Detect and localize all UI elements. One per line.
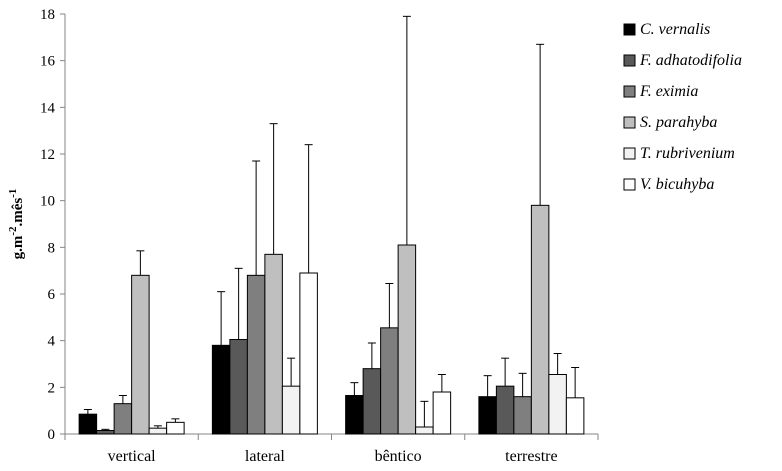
bar: [264, 253, 283, 435]
legend-label: F. eximia: [639, 83, 698, 100]
x-tick-label: terrestre: [505, 448, 557, 465]
bar: [415, 426, 434, 435]
legend-swatch: [623, 147, 636, 160]
y-tick-label: 0: [48, 427, 56, 443]
y-tick-label: 2: [48, 380, 56, 396]
bar: [166, 421, 185, 435]
bar: [548, 374, 567, 435]
bar: [131, 274, 150, 435]
bar: [148, 427, 168, 435]
error-bars: [83, 15, 580, 431]
legend-label: T. rubrivenium: [640, 145, 735, 162]
legend-label: F. adhatodifolia: [639, 52, 742, 69]
bar: [513, 396, 532, 435]
bar: [345, 395, 364, 435]
bar: [211, 344, 231, 435]
bar: [362, 368, 382, 435]
legend-label: S. parahyba: [640, 114, 717, 131]
legend-swatch: [623, 54, 636, 67]
y-tick-label: 10: [40, 194, 55, 210]
y-axis-label: g.m-2.mês-1: [7, 189, 26, 260]
y-tick-label: 16: [40, 54, 56, 70]
bar: [246, 274, 266, 435]
bar: [299, 272, 318, 435]
y-tick-label: 6: [48, 287, 56, 303]
y-tick-label: 8: [48, 240, 56, 256]
legend-swatch: [623, 85, 636, 98]
bar: [478, 396, 497, 435]
bar: [229, 339, 248, 435]
bar: [397, 244, 417, 435]
bar: [281, 385, 301, 435]
x-tick-label: lateral: [245, 448, 286, 465]
bar: [565, 397, 585, 435]
bar: [530, 204, 550, 435]
bar: [96, 430, 115, 435]
legend-label: C. vernalis: [640, 21, 710, 38]
bar: [495, 385, 515, 435]
bars: [78, 204, 585, 435]
bar: [380, 327, 399, 435]
bar: [78, 413, 98, 435]
legend-swatch: [623, 116, 636, 129]
y-tick-label: 18: [40, 7, 55, 23]
y-tick-label: 12: [40, 147, 55, 163]
legend-label: V. bicuhyba: [640, 176, 714, 193]
y-tick-label: 4: [48, 334, 56, 350]
axis-labels: 0 2 4 6 8 10 12 14 16 18 vertical lateral bêntico ter…: [7, 7, 558, 465]
x-tick-label: vertical: [108, 448, 157, 465]
legend-swatch: [623, 178, 636, 191]
x-tick-label: bêntico: [375, 448, 422, 465]
legend-swatch: [623, 23, 636, 36]
bar: [113, 403, 133, 435]
legend: C. vernalis F. adhatodifolia F. eximia S. p…: [623, 21, 742, 193]
bar: [432, 391, 452, 435]
y-tick-label: 14: [40, 100, 56, 116]
